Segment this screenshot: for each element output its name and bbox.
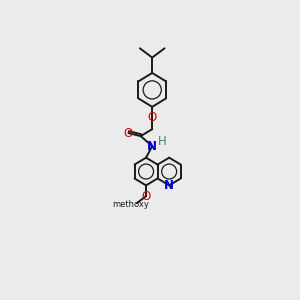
Text: O: O (148, 111, 157, 124)
Text: N: N (147, 140, 157, 153)
Text: N: N (164, 179, 174, 192)
Text: O: O (141, 190, 151, 203)
Text: methoxy: methoxy (112, 200, 149, 209)
Text: H: H (158, 135, 167, 148)
Text: O: O (124, 127, 133, 140)
